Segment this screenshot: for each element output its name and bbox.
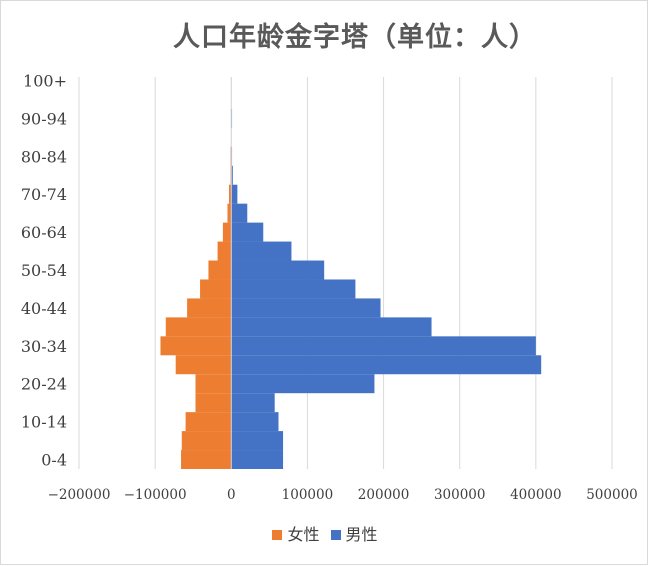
bar-female-10-14[interactable]	[185, 412, 232, 432]
x-tick-label: 100000	[282, 487, 334, 503]
legend-swatch-male	[330, 530, 341, 540]
bar-female-25-29[interactable]	[175, 355, 232, 375]
y-tick-label: 40-44	[21, 299, 67, 318]
bar-female-55-59[interactable]	[217, 241, 232, 261]
x-tick-label: 300000	[434, 487, 486, 503]
legend-label-male: 男性	[345, 525, 378, 544]
x-tick-label: −100000	[124, 487, 187, 503]
bar-female-30-34[interactable]	[160, 336, 232, 356]
x-tick-label: 500000	[586, 487, 638, 503]
bar-female-0-4[interactable]	[181, 450, 232, 469]
bar-male-40-44[interactable]	[231, 298, 381, 318]
y-axis-ticks: 0-4 10-14 20-24 30-34 40-44 50-54 60-64 70-74 80…	[21, 71, 67, 469]
y-tick-label: 80-84	[21, 147, 67, 166]
legend-item-female[interactable]: 女性	[272, 521, 319, 545]
y-tick-label: 60-64	[21, 223, 67, 242]
bars	[160, 77, 542, 469]
bar-male-5-9[interactable]	[231, 431, 284, 451]
bar-male-20-24[interactable]	[231, 374, 375, 394]
x-tick-label: 400000	[510, 487, 562, 503]
bar-male-25-29[interactable]	[231, 355, 542, 375]
y-tick-label: 10-14	[21, 413, 67, 432]
bar-male-55-59[interactable]	[231, 241, 292, 261]
bar-male-70-74[interactable]	[231, 184, 238, 204]
bar-female-70-74[interactable]	[229, 184, 232, 204]
bar-female-20-24[interactable]	[195, 374, 232, 394]
gridlines	[78, 77, 613, 469]
bar-female-60-64[interactable]	[222, 222, 232, 242]
bar-female-65-69[interactable]	[227, 203, 232, 223]
bar-female-15-19[interactable]	[195, 393, 232, 413]
bar-male-30-34[interactable]	[231, 336, 536, 356]
y-tick-label: 100+	[23, 71, 67, 90]
bar-female-40-44[interactable]	[187, 298, 232, 318]
bar-male-10-14[interactable]	[231, 412, 279, 432]
y-tick-label: 30-34	[21, 337, 67, 356]
y-tick-label: 50-54	[21, 261, 67, 280]
bar-male-35-39[interactable]	[231, 317, 432, 337]
bar-male-15-19[interactable]	[231, 393, 275, 413]
y-tick-label: 70-74	[21, 185, 67, 204]
bar-male-75-79[interactable]	[231, 165, 233, 185]
bar-male-60-64[interactable]	[231, 222, 264, 242]
chart-title: 人口年龄金字塔（单位：人）	[173, 22, 537, 53]
y-tick-label: 90-94	[21, 109, 67, 128]
x-tick-label: 200000	[358, 487, 410, 503]
y-tick-label: 20-24	[21, 375, 67, 394]
bar-male-0-4[interactable]	[231, 450, 284, 469]
legend: 女性 男性	[1, 521, 648, 545]
bar-male-65-69[interactable]	[231, 203, 248, 223]
x-tick-label: −200000	[48, 487, 111, 503]
bar-female-45-49[interactable]	[200, 279, 232, 299]
legend-swatch-female	[272, 530, 283, 540]
y-tick-label: 0-4	[41, 451, 67, 470]
bar-male-50-54[interactable]	[231, 260, 325, 280]
x-axis-ticks: −200000 −100000 0 100000 200000 300000 400000 5…	[48, 487, 638, 503]
legend-item-male[interactable]: 男性	[330, 521, 378, 545]
x-tick-label: 0	[227, 487, 236, 503]
bar-female-35-39[interactable]	[165, 317, 232, 337]
bar-female-50-54[interactable]	[208, 260, 232, 280]
bar-male-45-49[interactable]	[231, 279, 356, 299]
bar-female-5-9[interactable]	[181, 431, 232, 451]
legend-label-female: 女性	[287, 525, 320, 544]
